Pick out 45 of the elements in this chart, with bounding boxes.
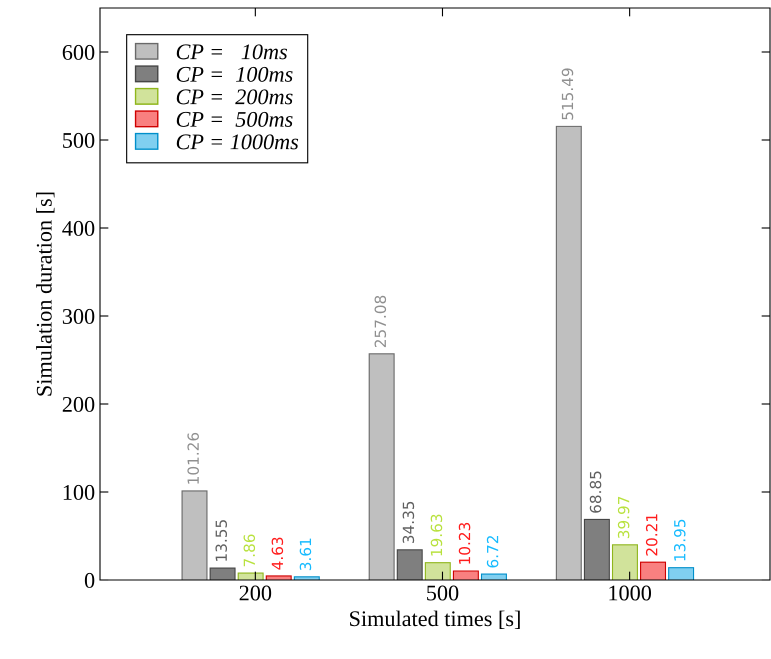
data-label: 13.55 — [215, 520, 228, 561]
x-tick-label: 500 — [427, 586, 458, 600]
y-tick-label: 400 — [62, 220, 94, 236]
bar — [368, 353, 395, 580]
data-label: 39.97 — [618, 496, 630, 538]
data-label: 20.21 — [646, 514, 658, 556]
y-tick-label: 600 — [62, 44, 94, 60]
legend-label: CP = 100ms — [176, 66, 293, 82]
bar — [210, 568, 236, 580]
data-label: 34.35 — [402, 502, 414, 544]
data-label: 19.63 — [430, 514, 442, 556]
bar — [480, 574, 507, 580]
bar — [640, 562, 666, 580]
y-tick-label: 200 — [62, 396, 94, 412]
bar — [556, 126, 582, 580]
data-label: 13.95 — [674, 520, 686, 560]
y-axis-title: Simulation duration [s] — [36, 192, 54, 396]
bar — [424, 562, 451, 580]
data-label: 3.61 — [300, 538, 312, 570]
bar — [238, 572, 264, 580]
y-tick-label: 500 — [63, 132, 94, 148]
legend-label: CP = 1000ms — [176, 134, 298, 150]
data-label: 10.23 — [458, 522, 470, 564]
data-label: 4.63 — [272, 538, 284, 570]
y-tick-label: 300 — [62, 308, 94, 324]
x-axis-title: Simulated times [s] — [350, 610, 520, 629]
bar — [584, 518, 610, 580]
bar — [612, 544, 638, 580]
legend-label: CP = 10ms — [176, 44, 288, 60]
bar — [396, 549, 423, 580]
x-tick-label: 1000 — [609, 586, 652, 600]
y-tick-label: 0 — [84, 572, 94, 588]
legend-label: CP = 200ms — [176, 89, 293, 104]
data-label: 7.86 — [244, 534, 256, 566]
data-label: 68.85 — [590, 471, 602, 513]
x-tick-label: 200 — [240, 586, 272, 600]
y-tick-label: 100 — [64, 484, 94, 500]
bar — [668, 567, 694, 580]
data-label: 257.08 — [374, 296, 386, 348]
data-label: 515.49 — [562, 68, 574, 120]
data-label: 6.72 — [486, 536, 498, 568]
bar — [182, 490, 208, 580]
legend-label: CP = 500ms — [176, 112, 293, 127]
data-label: 101.26 — [187, 432, 199, 484]
bar — [452, 570, 479, 580]
